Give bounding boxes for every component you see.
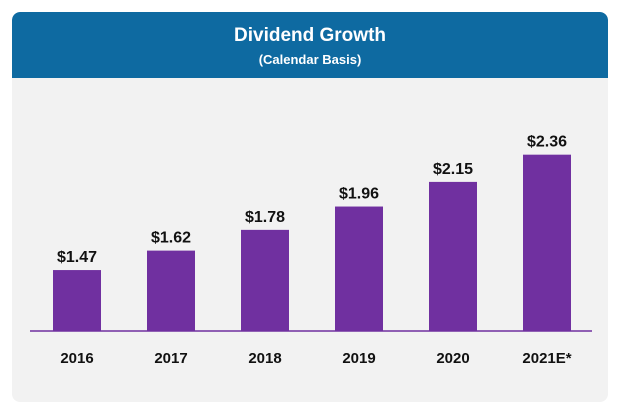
x-tick-label-2016: 2016	[60, 350, 93, 367]
bar-2021E*	[523, 154, 571, 331]
bar-2018	[241, 229, 289, 331]
data-label-2017: $1.62	[151, 230, 191, 247]
data-label-2018: $1.78	[245, 209, 285, 226]
chart-header: Dividend Growth (Calendar Basis)	[12, 12, 608, 78]
data-label-2016: $1.47	[57, 249, 97, 266]
chart-title: Dividend Growth	[234, 25, 386, 46]
bar-2019	[335, 206, 383, 331]
chart-card: Dividend Growth (Calendar Basis)	[12, 12, 608, 402]
bar-2016	[53, 270, 101, 331]
x-tick-label-2021E*: 2021E*	[522, 350, 571, 367]
data-label-2019: $1.96	[339, 186, 379, 203]
bar-2017	[147, 250, 195, 331]
x-tick-label-2020: 2020	[436, 350, 469, 367]
x-tick-label-2018: 2018	[248, 350, 281, 367]
x-tick-label-2017: 2017	[154, 350, 187, 367]
chart-subtitle: (Calendar Basis)	[258, 52, 362, 67]
x-tick-label-2019: 2019	[342, 350, 375, 367]
bar-2020	[429, 181, 477, 331]
data-label-2020: $2.15	[433, 161, 473, 178]
data-label-2021E*: $2.36	[527, 134, 567, 151]
